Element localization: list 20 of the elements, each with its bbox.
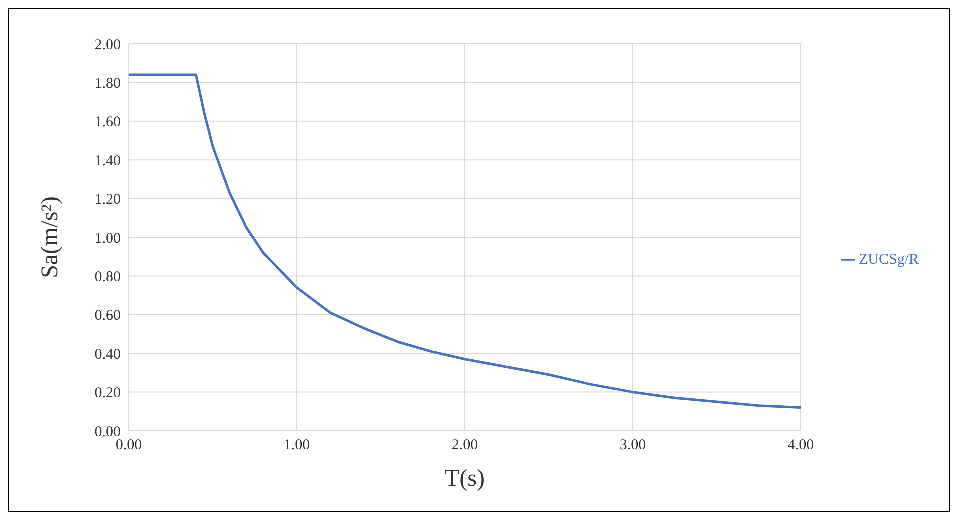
- x-tick-label: 1.00: [284, 438, 310, 454]
- y-tick-label: 0.20: [94, 386, 121, 402]
- x-tick-label: 4.00: [788, 438, 814, 454]
- x-tick-label: 0.00: [116, 438, 142, 454]
- y-tick-label: 1.60: [94, 114, 121, 131]
- legend-label: ZUCSg/R: [858, 252, 919, 268]
- y-tick-label: 2.00: [94, 37, 121, 54]
- y-axis-title: Sa(m/s²): [38, 196, 64, 278]
- y-tick-label: 1.20: [94, 192, 121, 208]
- line-series: [129, 74, 801, 410]
- y-tick-label: 0.40: [94, 346, 121, 363]
- y-tick-label: 0.80: [94, 270, 121, 286]
- y-tick-label: 1.00: [94, 230, 121, 247]
- y-tick-label: 1.80: [94, 76, 121, 92]
- y-tick-label: 0.60: [94, 308, 121, 324]
- x-axis-title: T(s): [445, 466, 485, 492]
- y-tick-label: 1.40: [94, 153, 121, 170]
- x-tick-label: 2.00: [452, 438, 478, 454]
- y-tick-label: 0.00: [94, 424, 121, 440]
- x-tick-label: 3.00: [620, 438, 646, 454]
